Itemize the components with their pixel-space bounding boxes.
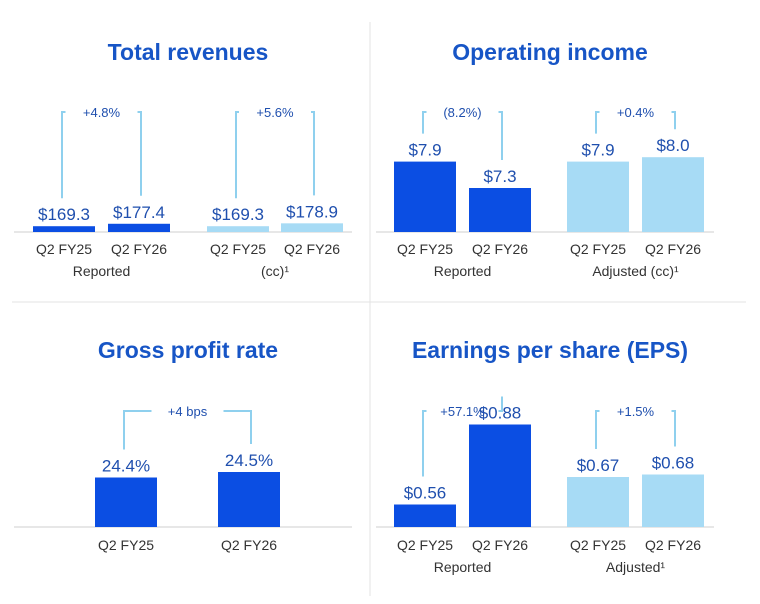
bar-gross-profit-rate-1-1 <box>95 477 157 527</box>
chart-title-gross-profit-rate: Gross profit rate <box>98 337 278 363</box>
change-label-operating-income-1: (8.2%) <box>443 105 481 120</box>
data-label-total-revenues-2-2: $178.9 <box>286 202 338 221</box>
change-bracket-operating-income-1 <box>422 111 503 160</box>
change-bracket-total-revenues-1 <box>61 111 142 199</box>
tick-label-earnings-per-share-eps-1-1: Q2 FY25 <box>397 537 453 553</box>
tick-label-earnings-per-share-eps-2-2: Q2 FY26 <box>645 537 701 553</box>
change-label-gross-profit-rate-1: +4 bps <box>168 404 208 419</box>
tick-label-gross-profit-rate-1-1: Q2 FY25 <box>98 537 154 553</box>
data-label-total-revenues-1-1: $169.3 <box>38 205 90 224</box>
data-label-operating-income-1-2: $7.3 <box>483 167 516 186</box>
tick-label-total-revenues-2-2: Q2 FY26 <box>284 241 340 257</box>
data-label-earnings-per-share-eps-1-1: $0.56 <box>404 484 447 503</box>
group-label-earnings-per-share-eps-1: Reported <box>434 559 492 575</box>
bar-total-revenues-2-1 <box>207 226 269 232</box>
chart-title-operating-income: Operating income <box>452 39 648 65</box>
change-label-earnings-per-share-eps-1: +57.1% <box>440 404 485 419</box>
change-bracket-gross-profit-rate-1 <box>123 410 252 450</box>
bar-total-revenues-1-2 <box>108 223 170 232</box>
group-label-earnings-per-share-eps-2: Adjusted¹ <box>606 559 665 575</box>
group-label-total-revenues-2: (cc)¹ <box>261 263 289 279</box>
chart-title-total-revenues: Total revenues <box>108 39 269 65</box>
data-label-operating-income-1-1: $7.9 <box>408 141 441 160</box>
tick-label-operating-income-2-1: Q2 FY25 <box>570 241 626 257</box>
data-label-earnings-per-share-eps-1-2: $0.88 <box>479 404 522 423</box>
data-label-operating-income-2-2: $8.0 <box>656 136 689 155</box>
group-label-operating-income-1: Reported <box>434 263 492 279</box>
tick-label-total-revenues-1-2: Q2 FY26 <box>111 241 167 257</box>
chart-title-earnings-per-share-eps: Earnings per share (EPS) <box>412 337 688 363</box>
tick-label-total-revenues-1-1: Q2 FY25 <box>36 241 92 257</box>
bar-operating-income-1-2 <box>469 188 531 232</box>
change-bracket-earnings-per-share-eps-1 <box>422 396 503 477</box>
data-label-gross-profit-rate-1-1: 24.4% <box>102 457 150 476</box>
bar-operating-income-1-1 <box>394 161 456 232</box>
bar-total-revenues-2-2 <box>281 223 343 232</box>
data-label-earnings-per-share-eps-2-1: $0.67 <box>577 456 620 475</box>
group-label-total-revenues-1: Reported <box>73 263 131 279</box>
bar-gross-profit-rate-1-2 <box>218 472 280 527</box>
data-label-total-revenues-2-1: $169.3 <box>212 205 264 224</box>
change-label-earnings-per-share-eps-2: +1.5% <box>617 404 655 419</box>
change-label-total-revenues-1: +4.8% <box>83 105 121 120</box>
tick-label-earnings-per-share-eps-1-2: Q2 FY26 <box>472 537 528 553</box>
tick-label-operating-income-1-1: Q2 FY25 <box>397 241 453 257</box>
change-label-total-revenues-2: +5.6% <box>256 105 294 120</box>
bar-earnings-per-share-eps-2-2 <box>642 474 704 527</box>
change-bracket-total-revenues-2 <box>235 111 315 199</box>
bar-total-revenues-1-1 <box>33 226 95 232</box>
bar-earnings-per-share-eps-1-2 <box>469 424 531 527</box>
change-bracket-operating-income-2 <box>595 111 676 134</box>
group-label-operating-income-2: Adjusted (cc)¹ <box>592 263 679 279</box>
data-label-operating-income-2-1: $7.9 <box>581 141 614 160</box>
tick-label-operating-income-2-2: Q2 FY26 <box>645 241 701 257</box>
data-label-earnings-per-share-eps-2-2: $0.68 <box>652 454 695 473</box>
data-label-total-revenues-1-2: $177.4 <box>113 203 165 222</box>
change-bracket-earnings-per-share-eps-2 <box>595 410 676 449</box>
tick-label-gross-profit-rate-1-2: Q2 FY26 <box>221 537 277 553</box>
bar-earnings-per-share-eps-2-1 <box>567 477 629 527</box>
tick-label-earnings-per-share-eps-2-1: Q2 FY25 <box>570 537 626 553</box>
bar-earnings-per-share-eps-1-1 <box>394 504 456 527</box>
bar-operating-income-2-2 <box>642 157 704 232</box>
data-label-gross-profit-rate-1-2: 24.5% <box>225 451 273 470</box>
tick-label-total-revenues-2-1: Q2 FY25 <box>210 241 266 257</box>
tick-label-operating-income-1-2: Q2 FY26 <box>472 241 528 257</box>
bar-operating-income-2-1 <box>567 161 629 232</box>
change-label-operating-income-2: +0.4% <box>617 105 655 120</box>
